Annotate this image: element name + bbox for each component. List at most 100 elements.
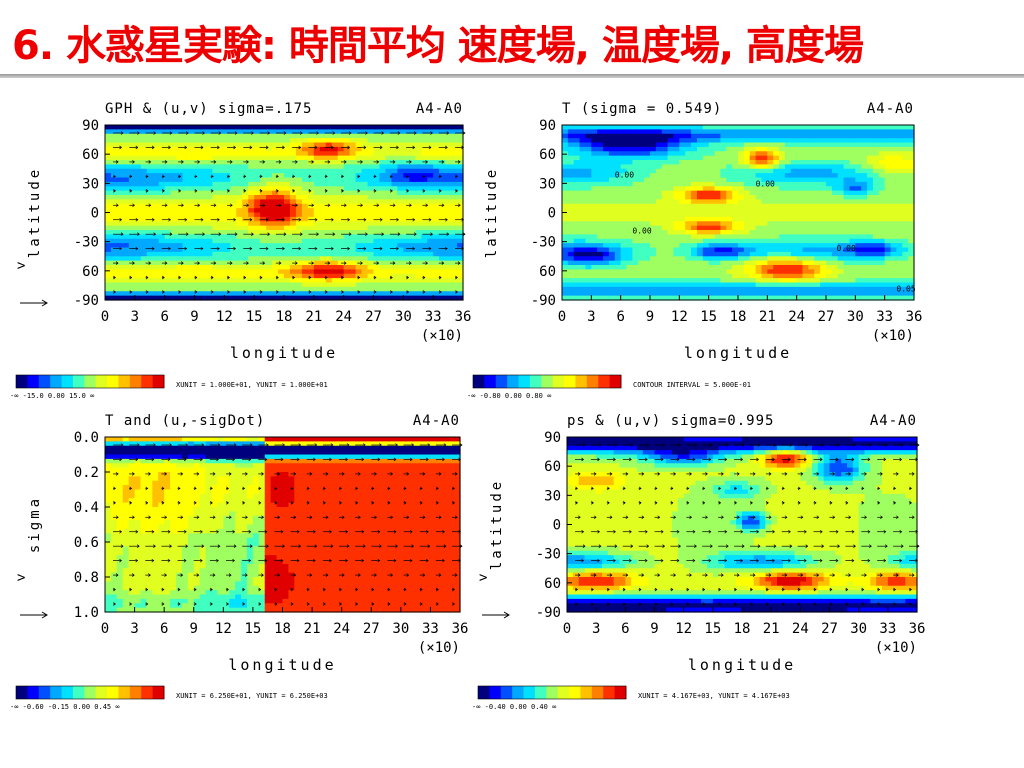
vector-arrowhead: [153, 131, 157, 135]
heatmap-cell: [614, 129, 622, 135]
heatmap-cell: [236, 138, 243, 144]
heatmap-cell: [385, 138, 392, 144]
heatmap-cell: [849, 225, 856, 231]
heatmap-cell: [284, 238, 291, 244]
heatmap-cell: [403, 238, 410, 244]
heatmap-cell: [254, 177, 261, 183]
heatmap-cell: [720, 295, 727, 301]
heatmap-cell: [194, 273, 202, 279]
heatmap-cell: [140, 208, 148, 214]
heatmap-cell: [808, 160, 815, 165]
heatmap-cell: [837, 138, 845, 144]
heatmap-cell: [802, 195, 809, 200]
heatmap-cell: [755, 221, 763, 227]
heatmap-cell: [720, 160, 727, 165]
heatmap-cell: [708, 265, 716, 270]
heatmap-cell: [110, 273, 118, 279]
heatmap-cell: [278, 190, 285, 196]
heatmap-cell: [685, 203, 692, 209]
vector-arrowhead: [292, 275, 296, 280]
heatmap-cell: [409, 251, 416, 257]
heatmap-cell: [295, 291, 303, 297]
heatmap-cell: [738, 155, 745, 161]
heatmap-cell: [116, 142, 124, 148]
heatmap-cell: [307, 234, 315, 240]
heatmap-cell: [164, 190, 172, 196]
heatmap-cell: [301, 181, 309, 187]
heatmap-cell: [726, 195, 733, 200]
heatmap-cell: [295, 238, 303, 244]
heatmap-cell: [720, 225, 727, 231]
heatmap-cell: [673, 146, 680, 152]
heatmap-cell: [266, 190, 273, 196]
heatmap-cell: [773, 164, 780, 170]
heatmap-cell: [439, 282, 446, 288]
heatmap-cell: [403, 146, 410, 152]
heatmap-cell: [655, 168, 663, 174]
heatmap-cell: [820, 278, 827, 284]
heatmap-cell: [224, 203, 231, 209]
heatmap-cell: [679, 265, 686, 270]
heatmap-cell: [837, 208, 845, 214]
heatmap-cell: [373, 265, 381, 270]
heatmap-cell: [433, 155, 440, 161]
heatmap-cell: [212, 186, 219, 192]
heatmap-cell: [655, 177, 663, 183]
heatmap-cell: [391, 286, 398, 292]
heatmap-cell: [289, 203, 297, 209]
heatmap-cell: [808, 260, 815, 266]
heatmap-cell: [433, 251, 440, 257]
vector-arrowhead: [462, 232, 466, 236]
heatmap-cell: [272, 212, 279, 218]
heatmap-cell: [236, 256, 243, 262]
heatmap-cell: [367, 234, 375, 240]
heatmap-cell: [814, 286, 821, 292]
heatmap-cell: [284, 133, 291, 139]
heatmap-cell: [573, 273, 581, 279]
heatmap-cell: [188, 238, 196, 244]
heatmap-cell: [843, 173, 851, 179]
heatmap-cell: [254, 212, 261, 218]
heatmap-cell: [661, 133, 669, 139]
heatmap-cell: [116, 203, 124, 209]
heatmap-cell: [361, 247, 369, 253]
heatmap-cell: [295, 155, 303, 161]
heatmap-cell: [116, 164, 124, 170]
heatmap-cell: [808, 273, 815, 279]
heatmap-cell: [105, 278, 112, 284]
heatmap-cell: [696, 160, 704, 165]
heatmap-cell: [373, 129, 381, 135]
heatmap-cell: [152, 273, 160, 279]
heatmap-cell: [445, 186, 452, 192]
heatmap-cell: [343, 260, 351, 266]
heatmap-cell: [367, 256, 375, 262]
heatmap-cell: [325, 212, 333, 218]
heatmap-cell: [790, 146, 798, 152]
heatmap-cell: [295, 173, 303, 179]
heatmap-cell: [761, 273, 768, 279]
heatmap-cell: [343, 125, 351, 130]
heatmap-cell: [158, 129, 166, 135]
heatmap-cell: [579, 168, 587, 174]
heatmap-cell: [790, 216, 798, 222]
heatmap-cell: [349, 269, 357, 275]
heatmap-cell: [761, 138, 768, 144]
heatmap-cell: [105, 186, 112, 192]
heatmap-cell: [796, 203, 804, 209]
heatmap-cell: [337, 155, 345, 161]
heatmap-cell: [105, 243, 112, 249]
heatmap-cell: [415, 278, 422, 284]
heatmap-cell: [128, 195, 136, 200]
heatmap-cell: [415, 269, 422, 275]
heatmap-cell: [808, 282, 815, 288]
heatmap-cell: [439, 190, 446, 196]
heatmap-cell: [784, 243, 792, 249]
heatmap-cell: [212, 199, 219, 205]
vector-arrowhead: [178, 189, 182, 193]
heatmap-cell: [403, 234, 410, 240]
heatmap-cell: [573, 265, 581, 270]
heatmap-cell: [272, 273, 279, 279]
heatmap-cell: [349, 160, 357, 165]
heatmap-cell: [236, 203, 243, 209]
heatmap-cell: [696, 138, 704, 144]
